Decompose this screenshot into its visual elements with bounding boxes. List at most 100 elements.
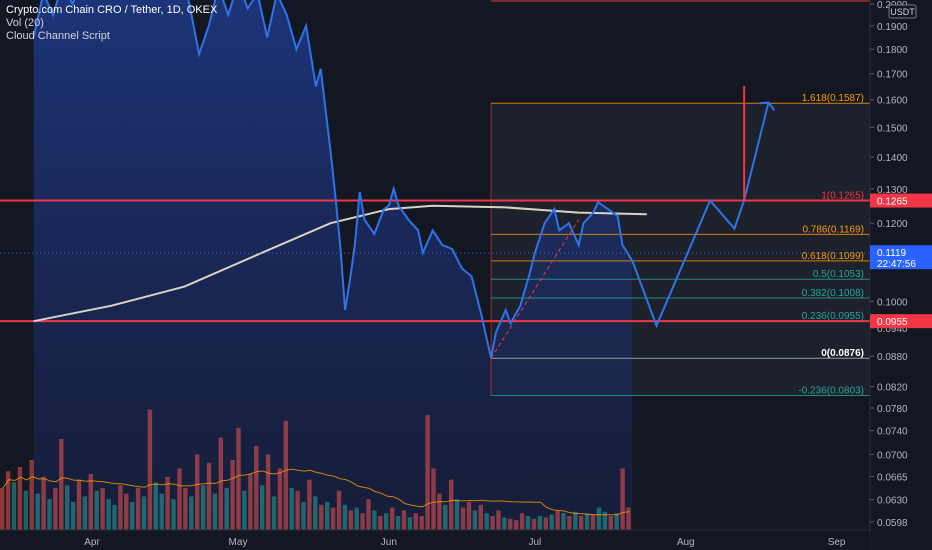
volume-bar — [460, 507, 466, 530]
volume-bar — [17, 467, 23, 530]
volume-bar — [514, 520, 519, 530]
volume-bar — [454, 499, 460, 530]
volume-bar — [590, 514, 596, 530]
volume-bar — [573, 511, 578, 530]
last-price-value: 0.1119 — [877, 248, 907, 259]
volume-bar — [584, 513, 590, 530]
time-axis-label: May — [229, 537, 248, 548]
price-tick-label: 0.1800 — [877, 45, 908, 56]
volume-bar — [189, 496, 194, 530]
volume-bar — [319, 504, 324, 530]
volume-ma-line — [2, 468, 630, 516]
volume-bar — [260, 485, 265, 530]
volume-bar — [118, 485, 123, 530]
volume-bar — [496, 510, 501, 530]
volume-bar — [195, 454, 200, 530]
volume-bar — [177, 468, 182, 530]
volume-bar — [206, 462, 212, 530]
volume-bar — [378, 516, 383, 530]
price-tick-label: 0.0740 — [877, 427, 908, 438]
volume-bar — [76, 479, 82, 530]
volume-bar — [283, 420, 288, 530]
volume-bar — [478, 504, 483, 530]
volume-bar — [608, 516, 613, 530]
volume-bar — [437, 493, 442, 530]
price-tick-label: 0.0940 — [877, 324, 908, 335]
volume-bar — [124, 493, 129, 530]
legend-volume[interactable]: Vol (20) — [6, 17, 44, 29]
fib-level-label: 0.236(0.0955) — [802, 311, 864, 322]
volume-bar — [413, 513, 418, 530]
price-tick-label: 0.0630 — [877, 496, 908, 507]
volume-bar — [567, 516, 572, 530]
volume-bar — [372, 510, 377, 530]
volume-bar — [407, 517, 413, 530]
volume-bar — [88, 474, 93, 530]
volume-bar — [449, 479, 454, 530]
last-price-countdown: 22:47:56 — [877, 259, 916, 270]
fib-level-label: 0.618(0.1099) — [802, 251, 864, 262]
projection-arrowhead — [759, 101, 776, 112]
volume-bar — [11, 482, 17, 530]
volume-bar — [626, 507, 631, 530]
volume-bar — [100, 488, 105, 530]
volume-bar — [336, 490, 342, 530]
price-badge-label: 0.1265 — [877, 197, 908, 208]
volume-bar — [484, 513, 489, 530]
volume-bar — [555, 510, 560, 530]
time-axis-label: Apr — [84, 537, 100, 548]
volume-bar — [224, 488, 229, 530]
volume-bar — [0, 488, 5, 530]
volume-bar — [200, 485, 206, 530]
volume-bar — [23, 490, 28, 530]
volume-bar — [5, 471, 11, 530]
legend-symbol[interactable]: Crypto.com Chain CRO / Tether, 1D, OKEX — [6, 4, 218, 16]
price-line — [32, 0, 634, 359]
fib-level-label: 0.786(0.1169) — [802, 224, 864, 235]
moving-average-line — [33, 204, 647, 323]
volume-bar — [183, 488, 188, 530]
price-tick-label: 0.1300 — [877, 185, 908, 196]
volume-bar — [65, 485, 70, 530]
volume-bar — [289, 488, 294, 530]
volume-bar — [419, 516, 424, 530]
fib-level-label: 1(0.1265) — [821, 191, 864, 202]
price-tick-label: 0.0598 — [877, 518, 908, 529]
volume-bar — [147, 409, 153, 530]
price-tick-label: 0.0700 — [877, 450, 908, 461]
price-badge — [870, 314, 932, 329]
volume-bar — [614, 513, 619, 530]
volume-bar — [230, 460, 235, 530]
volume-bar — [502, 517, 507, 530]
volume-bar — [277, 468, 283, 530]
volume-bar — [47, 499, 52, 530]
volume-bar — [153, 482, 158, 530]
volume-bar — [218, 437, 223, 530]
volume-bar — [366, 499, 371, 530]
volume-bar — [112, 504, 117, 530]
volume-bar — [94, 490, 99, 530]
volume-bar — [596, 507, 602, 530]
price-tick-label: 0.0665 — [877, 472, 908, 483]
volume-bar — [602, 511, 608, 530]
volume-bar — [620, 468, 625, 530]
volume-bar — [531, 518, 537, 530]
time-axis-label: Aug — [677, 537, 695, 548]
price-tick-label: 0.0780 — [877, 404, 908, 415]
price-tick-label: 0.1000 — [877, 297, 908, 308]
time-axis-label: Jun — [381, 537, 397, 548]
currency-badge — [888, 4, 917, 19]
price-tick-label: 0.1700 — [877, 70, 908, 81]
volume-bar — [325, 502, 330, 530]
volume-bar — [141, 496, 147, 530]
volume-bar — [171, 499, 176, 530]
fib-level-label: 0.5(0.1053) — [813, 269, 864, 280]
volume-bar — [549, 514, 554, 530]
price-tick-label: 0.1200 — [877, 219, 908, 230]
volume-bar — [342, 504, 348, 530]
volume-bar — [313, 496, 318, 530]
volume-bar — [242, 490, 247, 530]
legend-script[interactable]: Cloud Channel Script — [6, 30, 110, 42]
